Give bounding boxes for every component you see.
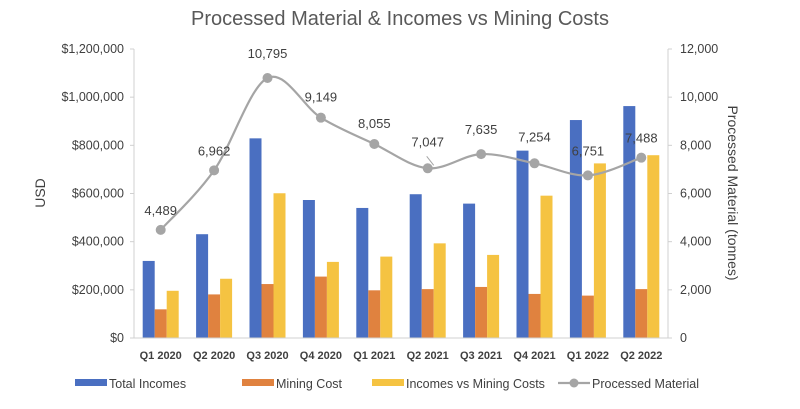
- x-tick-label: Q1 2021: [353, 350, 395, 362]
- bar-total-incomes: [196, 234, 209, 338]
- bar-total-incomes: [249, 138, 262, 338]
- bar-mining-cost: [581, 295, 594, 338]
- x-tick-label: Q4 2021: [513, 350, 555, 362]
- legend-marker-processed-material: [569, 378, 579, 388]
- bar-incomes-vs-mining-costs: [593, 163, 606, 338]
- x-tick-label: Q4 2020: [300, 350, 342, 362]
- processed-material-path: [159, 75, 642, 231]
- y2-tick-label: 12,000: [680, 42, 718, 56]
- legend-label-total-incomes: Total Incomes: [109, 377, 186, 391]
- x-tick-label: Q3 2020: [246, 350, 288, 362]
- data-label: 8,055: [358, 116, 391, 131]
- data-label: 9,149: [305, 90, 338, 105]
- data-label: 7,254: [518, 129, 551, 144]
- processed-material-point: [262, 73, 273, 84]
- legend: Total Incomes Mining Cost Incomes vs Minin…: [75, 377, 699, 391]
- bar-total-incomes: [356, 207, 369, 338]
- legend-swatch-incomes-vs-mining-costs: [372, 379, 404, 386]
- y2-tick-label: 4,000: [680, 235, 711, 249]
- x-tick-label: Q2 2020: [193, 350, 235, 362]
- processed-material-point: [422, 163, 433, 174]
- y-axis-right: 0 2,000 4,000 6,000 8,000 10,000 12,000: [667, 42, 718, 345]
- y2-tick-label: 6,000: [680, 187, 711, 201]
- bar-incomes-vs-mining-costs: [220, 278, 233, 338]
- bar-incomes-vs-mining-costs: [166, 290, 179, 338]
- bar-incomes-vs-mining-costs: [433, 243, 446, 338]
- x-tick-label: Q2 2022: [620, 350, 662, 362]
- y2-tick-label: 10,000: [680, 90, 718, 104]
- bar-incomes-vs-mining-costs: [380, 256, 393, 338]
- bar-incomes-vs-mining-costs: [540, 195, 553, 338]
- bar-mining-cost: [475, 286, 488, 338]
- label-leader-line: [426, 155, 435, 166]
- processed-material-point: [636, 152, 647, 163]
- processed-material-point: [529, 158, 540, 169]
- data-label: 6,962: [198, 143, 231, 158]
- y-tick-label: $600,000: [72, 187, 124, 201]
- processed-material-point: [315, 112, 326, 123]
- bar-total-incomes: [142, 260, 155, 338]
- bar-total-incomes: [409, 194, 422, 338]
- x-tick-label: Q1 2022: [567, 350, 609, 362]
- bar-mining-cost: [421, 289, 434, 338]
- x-axis: Q1 2020 Q2 2020 Q3 2020 Q4 2020 Q1 2021 Q2 20…: [134, 337, 668, 362]
- bar-mining-cost: [368, 290, 381, 338]
- bar-mining-cost: [635, 289, 648, 338]
- processed-material-point: [369, 139, 380, 150]
- processed-material-point: [155, 224, 166, 235]
- legend-swatch-total-incomes: [75, 379, 107, 386]
- legend-label-incomes-vs-mining-costs: Incomes vs Mining Costs: [406, 377, 545, 391]
- bars: [142, 106, 660, 338]
- x-tick-label: Q2 2021: [407, 350, 449, 362]
- bar-incomes-vs-mining-costs: [326, 261, 339, 338]
- bar-incomes-vs-mining-costs: [273, 193, 286, 338]
- y2-axis-label: Processed Material (tonnes): [725, 105, 741, 280]
- y-tick-label: $1,200,000: [61, 42, 124, 56]
- legend-label-processed-material: Processed Material: [592, 377, 699, 391]
- chart-title: Processed Material & Incomes vs Mining C…: [191, 8, 609, 30]
- processed-material-point: [476, 149, 487, 160]
- bar-total-incomes: [516, 150, 529, 338]
- y-tick-label: $0: [110, 331, 124, 345]
- bar-incomes-vs-mining-costs: [647, 155, 660, 338]
- bar-mining-cost: [154, 309, 167, 338]
- processed-material-point: [582, 170, 593, 181]
- y-tick-label: $200,000: [72, 283, 124, 297]
- y-axis-label: USD: [32, 178, 48, 208]
- bar-total-incomes: [463, 203, 476, 338]
- processed-material-line: 4,489 6,962 10,795 9,149 8,055 7,047 7,635 7,25…: [144, 46, 658, 235]
- data-label: 6,751: [572, 143, 605, 158]
- data-label: 7,488: [625, 131, 658, 146]
- bar-mining-cost: [528, 293, 541, 338]
- bar-mining-cost: [314, 276, 327, 338]
- y2-tick-label: 8,000: [680, 138, 711, 152]
- y2-tick-label: 2,000: [680, 283, 711, 297]
- y-tick-label: $1,000,000: [61, 90, 124, 104]
- y-axis-left: $0 $200,000 $400,000 $600,000 $800,000 $1,000…: [61, 42, 135, 345]
- y-tick-label: $800,000: [72, 138, 124, 152]
- y-tick-label: $400,000: [72, 235, 124, 249]
- bar-total-incomes: [302, 200, 315, 338]
- bar-mining-cost: [208, 294, 221, 338]
- data-label: 10,795: [248, 46, 288, 61]
- data-label: 7,635: [465, 122, 498, 137]
- data-label: 7,047: [411, 134, 444, 149]
- x-tick-label: Q3 2021: [460, 350, 502, 362]
- processed-material-point: [209, 165, 220, 176]
- legend-swatch-mining-cost: [242, 379, 274, 386]
- bar-incomes-vs-mining-costs: [487, 254, 500, 338]
- bar-mining-cost: [261, 284, 274, 338]
- x-tick-label: Q1 2020: [140, 350, 182, 362]
- legend-label-mining-cost: Mining Cost: [276, 377, 343, 391]
- y2-tick-label: 0: [680, 331, 687, 345]
- data-label: 4,489: [144, 203, 177, 218]
